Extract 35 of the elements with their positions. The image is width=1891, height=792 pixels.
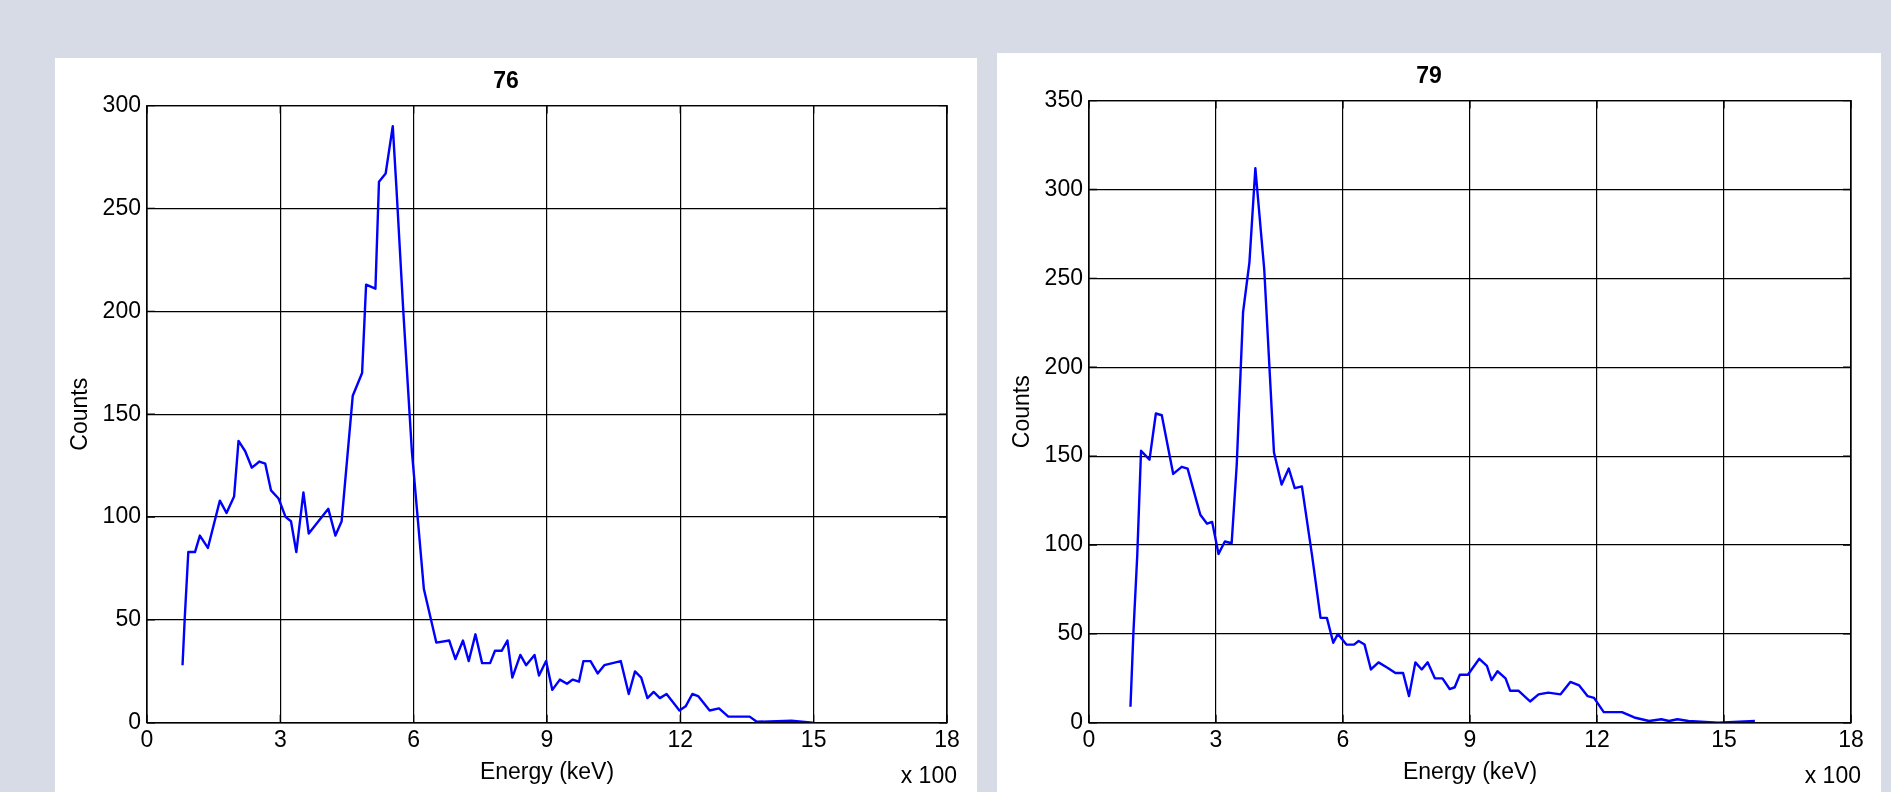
y-tick-label: 200 [1044, 352, 1083, 379]
text: x 100 [1804, 761, 1861, 788]
y-tick-label: 0 [1070, 708, 1083, 735]
y-tick-label: 350 [1044, 85, 1083, 112]
x-tick-label: 6 [407, 725, 421, 752]
y-tick-label: 250 [102, 193, 141, 220]
y-tick-label: 250 [1044, 263, 1083, 290]
x-tick-label: 12 [1584, 725, 1610, 752]
y-tick-label: 300 [1044, 174, 1083, 201]
x-tick-label: 3 [273, 725, 287, 752]
y-tick-label: 300 [102, 90, 141, 117]
x-tick-label: 9 [1463, 725, 1477, 752]
y-tick-label: 200 [102, 296, 141, 323]
x-axis-title: Energy (keV) [1402, 757, 1538, 784]
x-axis-title: Energy (keV) [479, 757, 615, 784]
x-tick-label: 15 [800, 725, 827, 752]
x-tick-label: 3 [1209, 725, 1223, 752]
chart-title: 79 [1416, 62, 1442, 89]
y-tick-label: 150 [1044, 441, 1083, 468]
chart-title: 76 [493, 67, 519, 94]
x-tick-label: 9 [540, 725, 554, 752]
y-tick-label: 100 [1044, 530, 1083, 557]
x-tick-label: 12 [667, 725, 694, 752]
y-tick-label: 50 [1057, 619, 1083, 646]
y-axis-title: Counts [1008, 375, 1035, 449]
y-tick-label: 150 [102, 399, 141, 426]
y-tick-label: 100 [102, 502, 141, 529]
text: x 100 [900, 761, 957, 788]
x-tick-label: 15 [1711, 725, 1737, 752]
y-tick-label: 50 [115, 605, 141, 632]
x-tick-label: 18 [1838, 725, 1864, 752]
y-tick-label: 0 [128, 708, 141, 735]
x-tick-label: 6 [1336, 725, 1350, 752]
y-axis-title: Counts [66, 377, 93, 451]
x-tick-label: 18 [934, 725, 960, 752]
